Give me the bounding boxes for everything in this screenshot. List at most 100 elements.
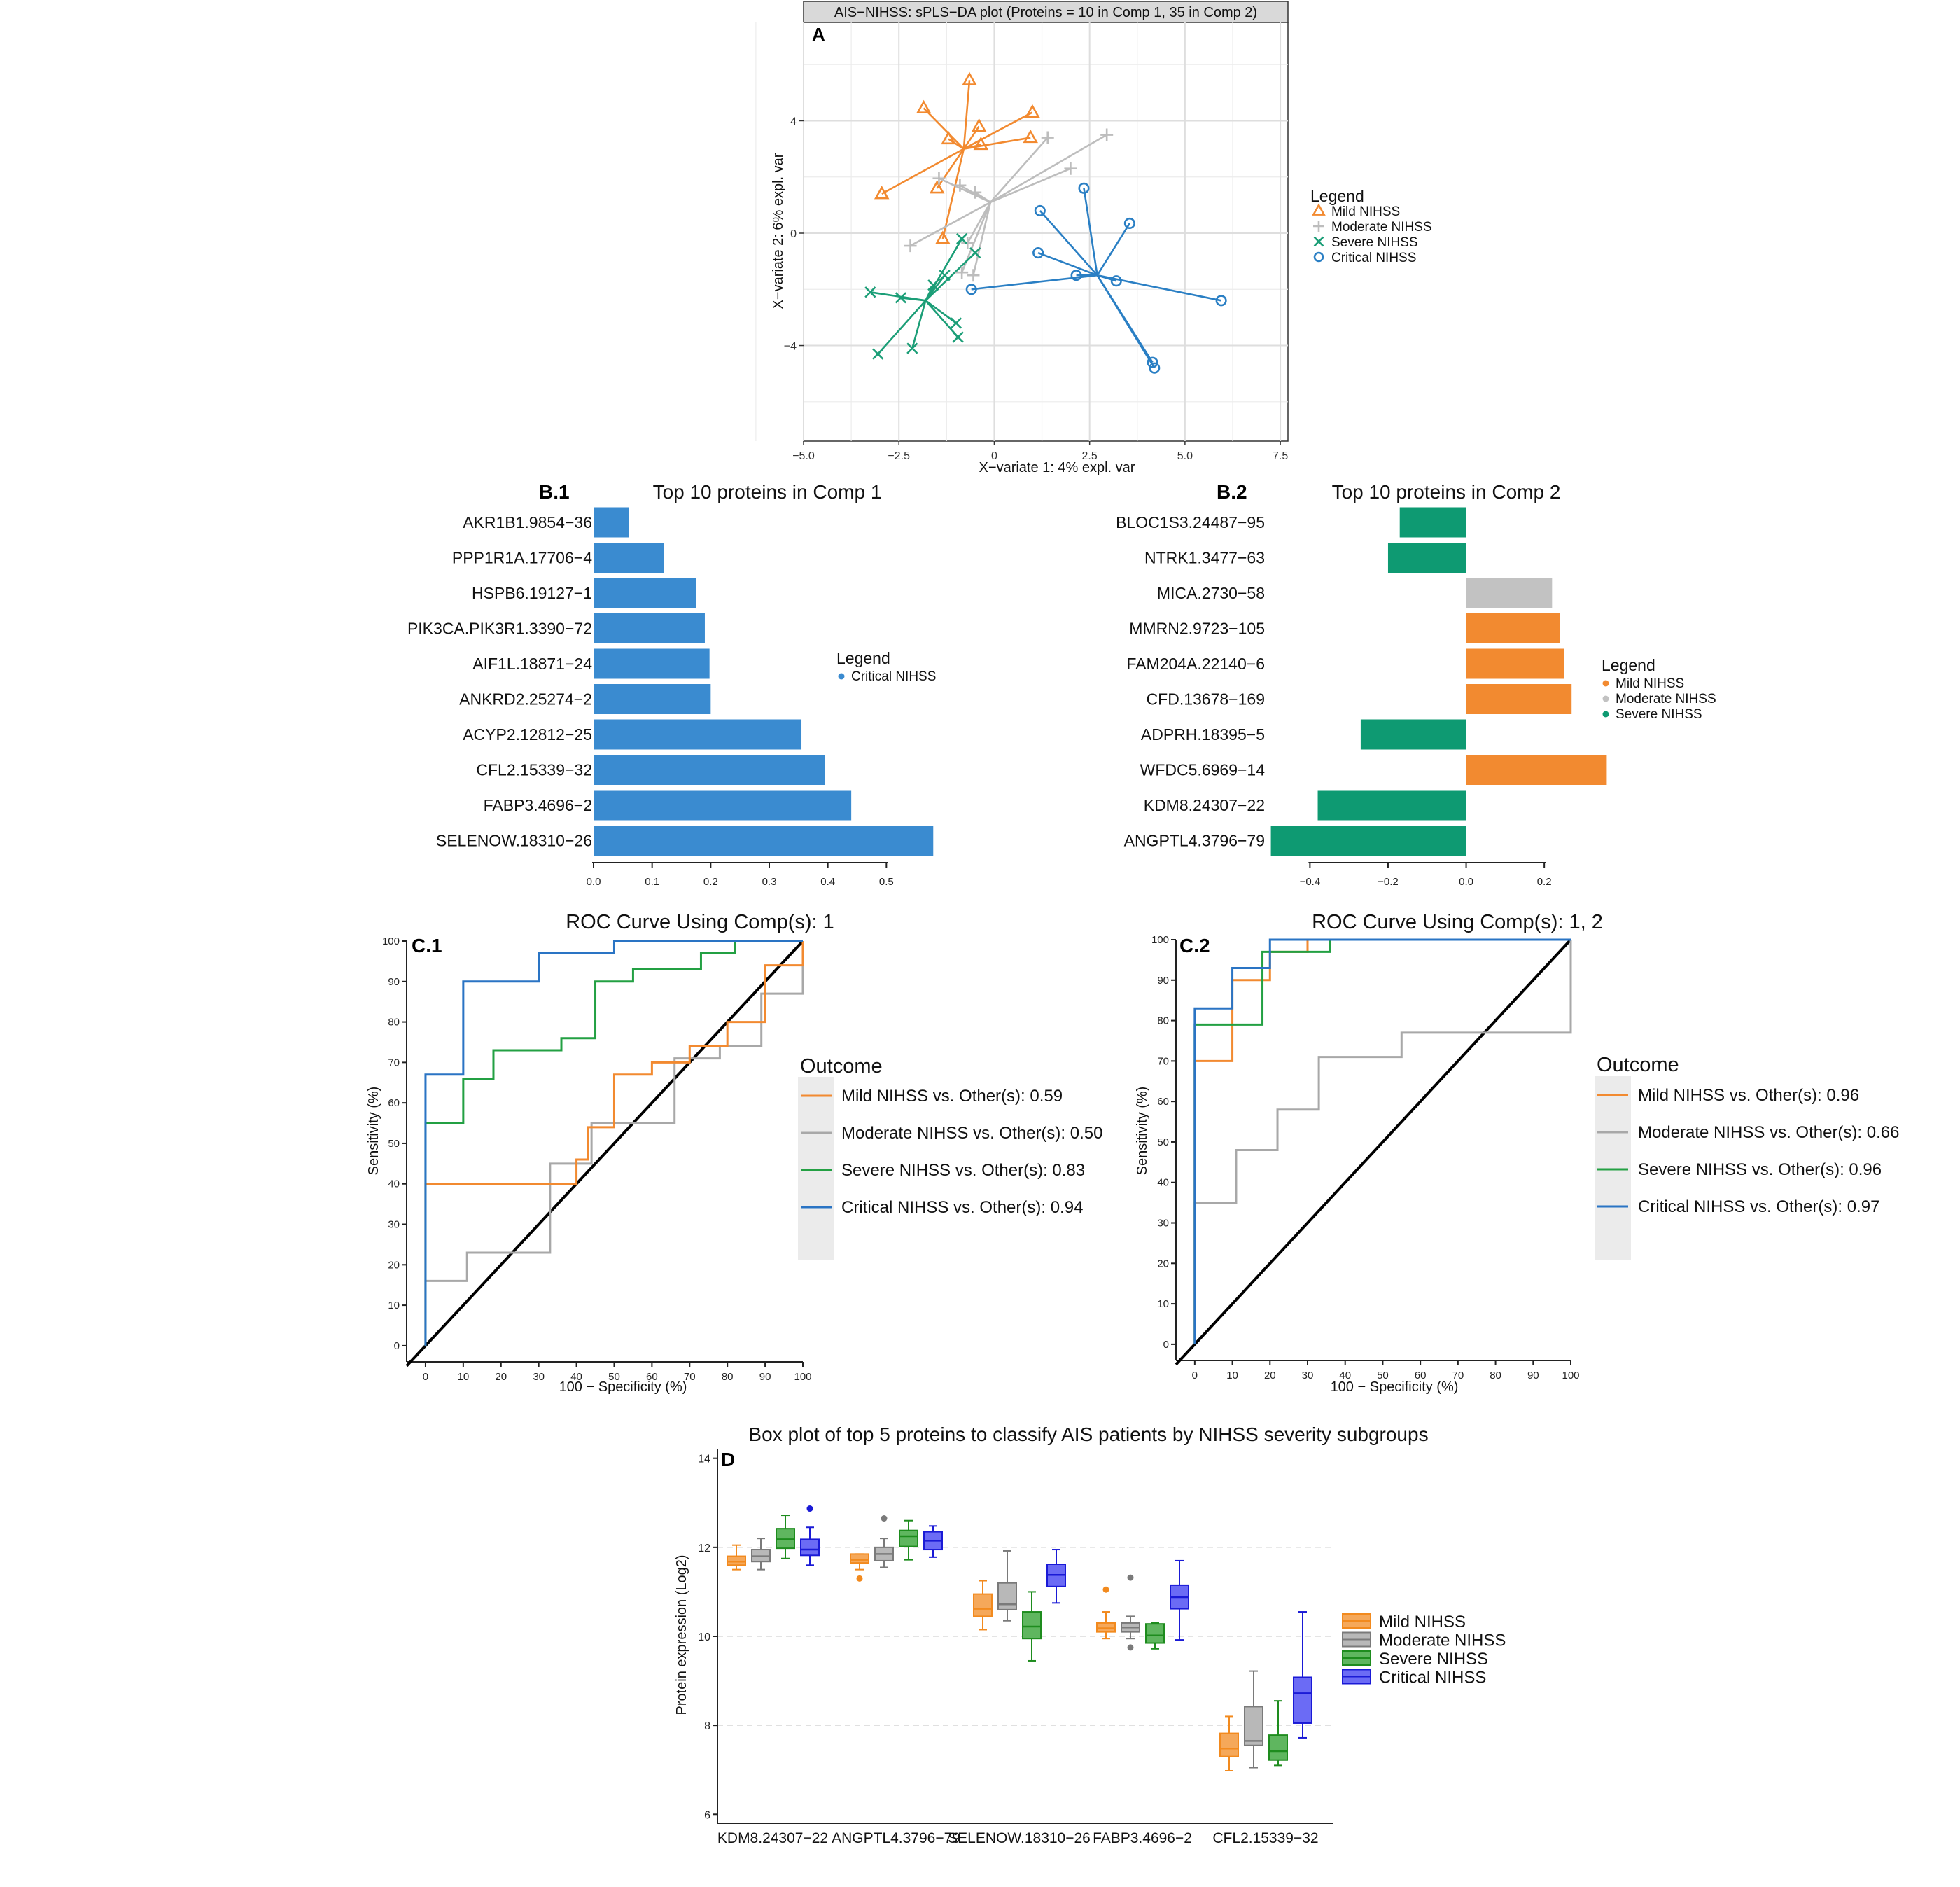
panel-a-grid [755, 22, 1288, 441]
panel-d-axes: 6 8 10 12 14 KDM8.24307−22 ANGPTL4.3796−79SELE… [698, 1449, 1334, 1846]
panel-a-legend-title: Legend [1310, 187, 1364, 205]
panel-d-ylabel: Protein expression (Log2) [674, 1554, 690, 1715]
panel-d-title: Box plot of top 5 proteins to classify A… [748, 1423, 1428, 1445]
x-tick-label: 60 [646, 1371, 658, 1383]
legend-marker [1313, 221, 1324, 232]
y-tick-label: 0 [790, 228, 797, 240]
y-tick-label: 20 [1157, 1258, 1169, 1269]
panel-c2-legend-title: Outcome [1597, 1054, 1679, 1076]
bar-category-label: AKR1B1.9854−36 [463, 513, 592, 531]
data-point [939, 270, 951, 281]
y-tick-label: 90 [1157, 975, 1169, 987]
centroid-line [1039, 210, 1098, 277]
y-tick-label: −4 [784, 341, 797, 353]
legend-marker [1313, 236, 1324, 247]
data-point [973, 136, 989, 151]
legend-label: Mild NIHSS [1331, 204, 1400, 219]
centroid-line [967, 202, 992, 244]
box-body [997, 1582, 1017, 1610]
bar-category-label: MICA.2730−58 [1157, 584, 1265, 602]
data-point [953, 179, 967, 192]
centroid-line [962, 80, 971, 149]
data-point [955, 266, 969, 279]
panel-c2-title: ROC Curve Using Comp(s): 1, 2 [1312, 911, 1603, 933]
x-tick-label: 60 [1415, 1370, 1427, 1381]
x-tick-label: 100 [794, 1371, 811, 1383]
data-point [1100, 128, 1114, 141]
bar-category-label: KDM8.24307−22 [1144, 796, 1265, 814]
panel-b1-bars: AKR1B1.9854−36 PPP1R1A.17706−4 HSPB6.19127… [407, 507, 934, 856]
bar-category-label: PIK3CA.PIK3R1.3390−72 [407, 620, 592, 638]
legend-marker [1313, 251, 1324, 263]
data-point [965, 284, 977, 295]
data-point [941, 130, 956, 145]
panel-b1-legend-title: Legend [836, 649, 890, 667]
x-tick-label: −5.0 [792, 450, 815, 462]
data-point [967, 269, 980, 282]
centroid-line [990, 167, 1071, 204]
bar [1466, 684, 1572, 714]
x-tick-label: 70 [1452, 1370, 1464, 1381]
x-tick-label: 80 [1490, 1370, 1502, 1381]
centroid-line [941, 148, 965, 239]
bar [594, 648, 710, 679]
legend-label: Severe NIHSS [1379, 1650, 1488, 1669]
bar [1317, 790, 1466, 821]
box-body [1145, 1623, 1165, 1644]
data-point [1034, 204, 1046, 216]
bar [1466, 613, 1560, 643]
data-point [1215, 295, 1227, 307]
y-tick-label: 10 [388, 1300, 400, 1311]
panel-b1-letter: B.1 [539, 481, 570, 503]
data-point [872, 348, 884, 360]
data-point [1149, 362, 1161, 374]
legend-label: Critical NIHSS [851, 669, 936, 684]
x-tick-label: −2.5 [888, 450, 910, 462]
box-outlier [1102, 1586, 1110, 1593]
y-tick-label: 8 [704, 1720, 710, 1732]
panel-b2-bars: BLOC1S3.24487−95 NTRK1.3477−63 MICA.2730−5… [1116, 507, 1607, 856]
bar-category-label: ACYP2.12812−25 [463, 725, 592, 744]
x-tick-label: 10 [1226, 1370, 1238, 1381]
x-tick-label: 90 [1527, 1370, 1539, 1381]
data-point [927, 279, 939, 291]
bar-category-label: BLOC1S3.24487−95 [1116, 513, 1265, 531]
data-point [1147, 356, 1158, 368]
bar [594, 684, 711, 714]
bar-category-label: ADPRH.18395−5 [1141, 725, 1265, 744]
bar [594, 613, 705, 643]
panel-c2-ylabel: Sensitivity (%) [1135, 1087, 1150, 1176]
x-tick-label: 0.2 [1537, 876, 1552, 888]
data-point [906, 342, 918, 354]
bar-category-label: NTRK1.3477−63 [1144, 549, 1265, 567]
legend-label: Mild NIHSS vs. Other(s): 0.96 [1638, 1086, 1859, 1105]
panel-b2-title: Top 10 proteins in Comp 2 [1332, 481, 1561, 503]
roc-line-moderate [1194, 940, 1572, 1344]
bar [1466, 578, 1553, 608]
panel-a-title: AIS−NIHSS: sPLS−DA plot (Proteins = 10 i… [834, 5, 1257, 20]
centroid-line [900, 297, 926, 302]
bar [1270, 826, 1466, 856]
bar-category-label: HSPB6.19127−1 [472, 584, 592, 602]
x-tick-label: 20 [1264, 1370, 1276, 1381]
bar [1360, 719, 1466, 750]
panel-a-ticks: −5.0 −2.5 0 2.5 5.0 7.5 −4 0 4 [784, 116, 1289, 462]
centroid-line [974, 191, 991, 203]
panel-c2-legend-keys-background [1595, 1076, 1631, 1260]
x-tick-label: 0.0 [587, 876, 601, 888]
panel-c1-letter: C.1 [412, 935, 442, 956]
y-tick-label: 90 [388, 976, 400, 988]
bar-category-label: MMRN2.9723−105 [1129, 620, 1265, 638]
centroid-line [963, 144, 981, 150]
data-point [929, 180, 945, 194]
box-body [1022, 1611, 1042, 1640]
data-point [950, 317, 962, 329]
panel-b2: B.2 Top 10 proteins in Comp 2 BLOC1S3.24… [1116, 481, 1716, 888]
box-body [973, 1593, 993, 1617]
data-point [969, 186, 982, 199]
data-point [864, 286, 876, 298]
box-outlier [1127, 1574, 1134, 1581]
centroid-line [936, 148, 965, 189]
